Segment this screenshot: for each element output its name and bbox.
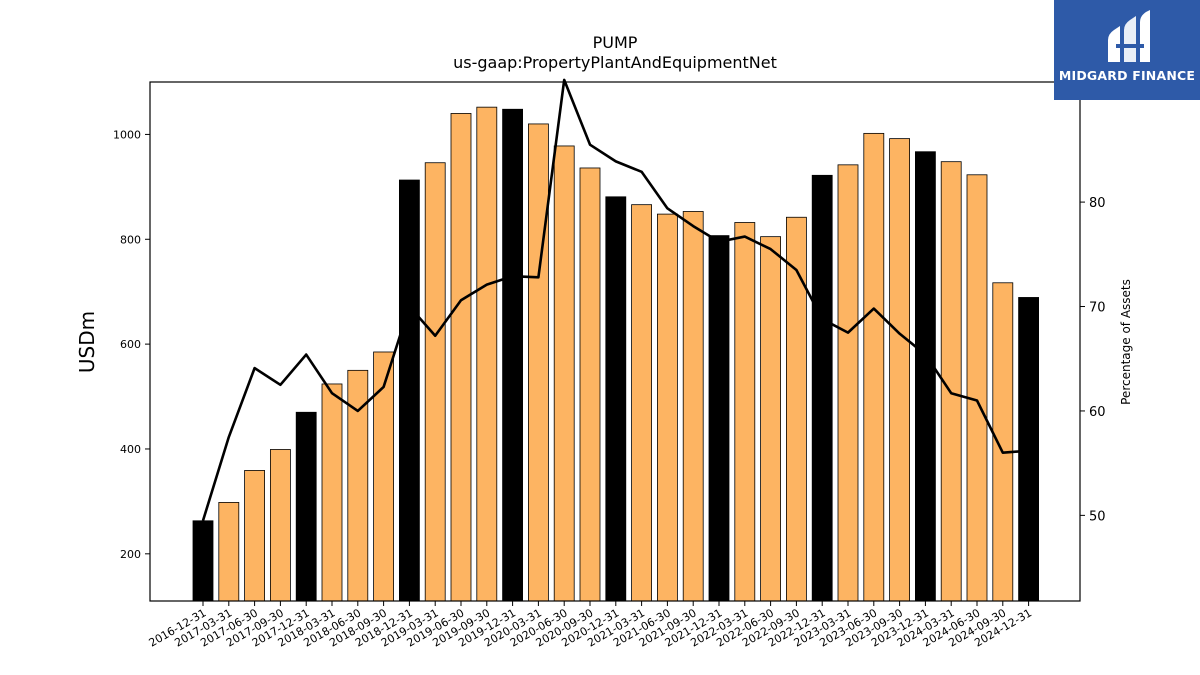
plot-frame [149,81,1081,602]
y2-tick-label: 80 [1089,196,1106,211]
bar-2018-03-31 [321,383,343,602]
y-axis-label: USDm [75,311,99,373]
bar-2021-03-31 [631,204,652,602]
bars-group [192,106,1039,602]
bar-2023-06-30 [863,132,885,602]
logo-text: MIDGARD FINANCE [1058,68,1196,83]
logo-mark-icon [1108,10,1150,62]
bar-2018-12-31 [398,179,420,602]
bar-2021-12-31 [708,235,730,602]
bar-2020-06-30 [553,145,575,602]
bar-2020-03-31 [528,123,549,602]
bar-2023-09-30 [889,138,910,602]
bar-2023-12-31 [915,151,936,602]
midgard-finance-logo: MIDGARD FINANCE [1054,0,1200,100]
bar-2019-06-30 [450,113,472,602]
bar-2017-06-30 [244,470,266,602]
bar-2021-09-30 [682,211,704,602]
chart-subtitle: us-gaap:PropertyPlantAndEquipmentNet [453,53,777,72]
bar-2017-03-31 [218,502,240,602]
bar-2022-03-31 [734,222,756,602]
bar-2024-12-31 [1018,297,1039,602]
bar-2020-09-30 [579,167,601,602]
y2-axis-label: Percentage of Assets [1119,279,1133,405]
y-tick-label: 400 [120,443,141,456]
y-tick-label: 1000 [113,128,141,141]
bar-2022-12-31 [811,174,833,602]
y-tick-label: 800 [120,233,141,246]
percentage-line [201,78,1029,521]
axes-group: 2004006008001000506070802016-12-312017-0… [113,81,1106,650]
chart-title: PUMP [593,33,638,52]
y-tick-label: 600 [120,338,141,351]
bar-2019-12-31 [502,108,524,602]
bar-2017-09-30 [269,449,291,602]
bar-2020-12-31 [605,196,627,602]
y2-tick-label: 60 [1089,405,1106,420]
line-group [201,78,1029,521]
y2-tick-label: 70 [1089,301,1106,316]
bar-2019-03-31 [424,162,446,602]
bar-2019-09-30 [476,106,498,602]
bar-2021-06-30 [657,213,678,602]
y2-tick-label: 50 [1089,509,1106,524]
bar-2023-03-31 [837,164,859,602]
bar-2017-12-31 [295,411,317,602]
bar-2022-06-30 [760,236,781,602]
y-tick-label: 200 [120,548,141,561]
bar-2018-09-30 [373,351,395,602]
bar-2022-09-30 [786,216,807,602]
bar-2024-06-30 [966,174,988,602]
bar-2016-12-31 [192,520,214,602]
bar-2024-09-30 [992,282,1014,602]
